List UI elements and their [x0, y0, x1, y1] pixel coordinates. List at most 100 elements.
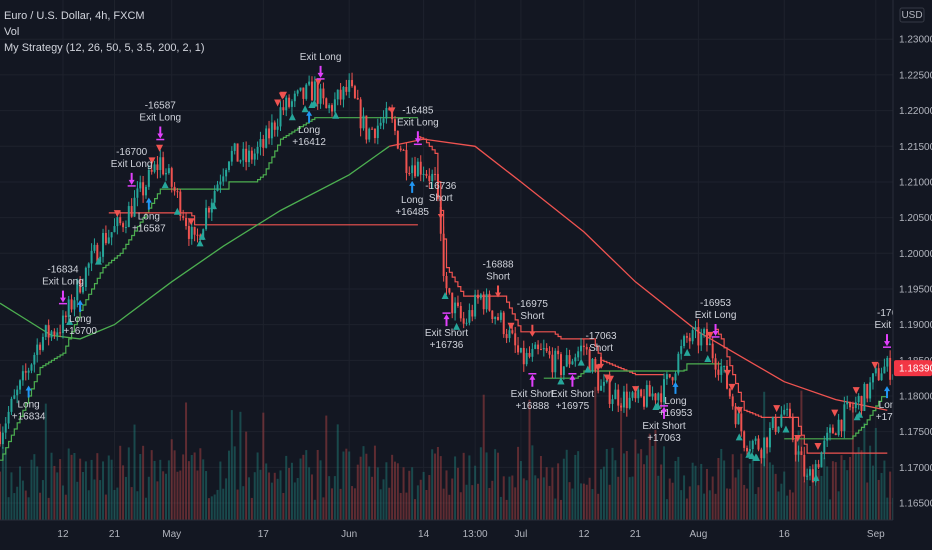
volume-bar [754, 493, 757, 520]
candle-body [889, 357, 892, 380]
currency-box [899, 7, 925, 23]
candle-body [557, 350, 560, 355]
volume-bar [107, 455, 110, 520]
sell-signal-triangle [852, 387, 860, 395]
candle-body [456, 302, 459, 307]
candle-body [874, 368, 877, 374]
candle-body [545, 348, 548, 352]
candle-body [820, 452, 823, 468]
volume-bar [559, 499, 562, 520]
volume-bar [743, 484, 746, 520]
trade-label: Long [138, 212, 160, 223]
volume-bar [826, 466, 829, 520]
buy-signal-triangle [812, 473, 820, 481]
trade-label: -16700 [116, 147, 148, 158]
candle-body [196, 234, 199, 236]
volume-bar [857, 447, 860, 520]
volume-bar [611, 447, 614, 520]
buy-signal-triangle [577, 358, 585, 366]
trade-pnl: Short [520, 311, 544, 322]
candle-body [310, 81, 313, 101]
trade-pnl: Exit Long [397, 117, 439, 128]
candle-body [617, 389, 620, 406]
volume-bar [600, 469, 603, 520]
candle-body [233, 143, 236, 151]
candle-body [814, 464, 817, 483]
volume-bar [293, 482, 296, 520]
sell-signal-triangle [794, 435, 802, 443]
trade-pnl: Short [429, 193, 453, 204]
symbol-title[interactable]: Euro / U.S. Dollar, 4h, FXCM [4, 10, 145, 22]
candle-body [494, 317, 497, 319]
candle-body [442, 233, 445, 276]
candle-body [834, 433, 837, 435]
volume-bar [382, 479, 385, 520]
candle-body [142, 182, 145, 196]
candle-body [705, 329, 708, 346]
volume-bar [176, 471, 179, 520]
candle-body [213, 191, 216, 203]
candle-body [110, 232, 113, 238]
candle-body [290, 101, 293, 107]
trade-entry-long: Long+16700 [63, 299, 97, 337]
candle-body [87, 263, 90, 268]
volume-bar [746, 488, 749, 520]
candle-body [794, 439, 797, 455]
signal-triangles [66, 78, 879, 481]
sell-signal-triangle [274, 99, 282, 107]
volume-bar [874, 427, 877, 520]
volume-bar [663, 446, 666, 520]
candle-body [854, 402, 857, 409]
price-axis[interactable]: USD 1.23000 1.22500 1.22000 1.21500 1.21000 1.… [892, 0, 932, 550]
candle-body [886, 357, 889, 367]
volume-bar [723, 460, 726, 520]
candle-body [783, 409, 786, 415]
candle-body [683, 336, 686, 347]
candle-body [740, 413, 743, 432]
volume-bar [402, 467, 405, 520]
candle-body [680, 346, 683, 354]
candle-body [276, 126, 279, 130]
trade-label: -16834 [47, 265, 79, 276]
volume-bar [245, 431, 248, 520]
volume-bar [199, 448, 202, 520]
long-entry-arrow [25, 385, 32, 398]
candle-body [351, 80, 354, 87]
sell-signal-triangle [278, 92, 286, 100]
candle-body [857, 396, 860, 403]
volume-bar [373, 445, 376, 520]
trade-label: Exit Short [551, 389, 595, 400]
trade-pnl: Exit Long [695, 310, 737, 321]
candle-body [285, 97, 288, 111]
time-axis[interactable]: 12 21 May 17 Jun 14 13:00 Jul 12 21 Aug 16 Sep [0, 519, 932, 550]
volume-bar [869, 445, 872, 520]
candle-body [823, 440, 826, 453]
candle-body [253, 153, 256, 160]
trade-label: -16736 [425, 181, 457, 192]
candle-body [608, 379, 611, 404]
candle-body [614, 389, 617, 400]
volume-bar [216, 489, 219, 520]
trade-pnl: Short [589, 343, 613, 354]
trade-label: Long [17, 399, 39, 410]
trade-pnl: +16975 [556, 401, 590, 412]
volume-bar [451, 478, 454, 520]
candle-body [791, 417, 794, 440]
candle-body [24, 371, 27, 373]
volume-bar [748, 463, 751, 520]
volume-bar [325, 415, 328, 520]
volume-legend[interactable]: Vol [4, 26, 20, 38]
candle-body [356, 97, 359, 100]
candle-body [694, 327, 697, 331]
candle-body [4, 423, 7, 433]
candle-body [222, 176, 225, 182]
price-axis-bg [893, 0, 932, 550]
strategy-legend[interactable]: My Strategy (12, 26, 50, 5, 3.5, 200, 2,… [4, 42, 205, 54]
candle-body [416, 161, 419, 177]
volume-bar [465, 484, 468, 520]
volume-bar [116, 487, 119, 520]
candle-body [714, 358, 717, 370]
